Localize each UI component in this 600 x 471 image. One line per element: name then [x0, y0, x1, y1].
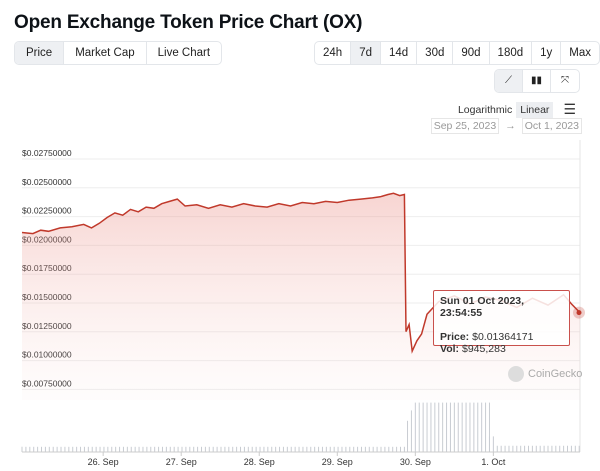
range-24h[interactable]: 24h — [315, 42, 352, 64]
candlestick-icon[interactable]: ▮▮ — [523, 70, 551, 92]
date-to-input[interactable]: Oct 1, 2023 — [521, 118, 582, 134]
range-14d[interactable]: 14d — [381, 42, 418, 64]
arrow-right-icon: → — [505, 120, 516, 132]
menu-icon[interactable]: ☰ — [563, 101, 576, 117]
page-title: Open Exchange Token Price Chart (OX) — [14, 12, 363, 33]
expand-icon[interactable]: ⤧ — [561, 75, 569, 86]
range-1y[interactable]: 1y — [532, 42, 562, 64]
price-area — [22, 193, 580, 400]
time-range-selector: 24h 7d 14d 30d 90d 180d 1y Max — [314, 41, 600, 65]
scale-toggle: Logarithmic Linear ☰ — [454, 99, 580, 120]
coingecko-logo-icon — [508, 366, 524, 382]
range-7d[interactable]: 7d — [351, 42, 381, 64]
linear-button[interactable]: Linear — [516, 101, 554, 118]
tooltip: Sun 01 Oct 2023, 23:54:55 Price: $0.0136… — [433, 290, 570, 355]
chart-type-selector: ⟋ ▮▮ ⤧ — [494, 69, 580, 93]
chart-tabs: Price Market Cap Live Chart — [14, 41, 223, 65]
y-tick-label: $0.02750000 — [22, 148, 72, 158]
date-range: Sep 25, 2023 → Oct 1, 2023 — [430, 118, 582, 134]
y-tick-label: $0.02500000 — [22, 177, 72, 187]
tooltip-vol: $945,283 — [461, 343, 506, 355]
range-30d[interactable]: 30d — [417, 42, 454, 64]
x-tick-label: 26. Sep — [88, 457, 119, 467]
tab-price[interactable]: Price — [15, 42, 65, 64]
x-tick-label: 27. Sep — [166, 457, 197, 467]
date-from-input[interactable]: Sep 25, 2023 — [430, 118, 500, 134]
tooltip-vol-label: Vol: — [440, 343, 460, 355]
tab-market-cap[interactable]: Market Cap — [64, 42, 147, 64]
x-tick-label: 28. Sep — [244, 457, 275, 467]
logarithmic-button[interactable]: Logarithmic — [457, 103, 513, 116]
tooltip-time: Sun 01 Oct 2023, 23:54:55 — [440, 295, 525, 319]
range-180d[interactable]: 180d — [490, 42, 533, 64]
x-tick-label: 29. Sep — [322, 457, 353, 467]
y-tick-label: $0.02250000 — [22, 206, 72, 216]
x-tick-label: 1. Oct — [481, 457, 506, 467]
range-90d[interactable]: 90d — [453, 42, 490, 64]
hover-point — [576, 310, 582, 316]
tab-live-chart[interactable]: Live Chart — [157, 47, 211, 59]
x-tick-label: 30. Sep — [400, 457, 431, 467]
line-chart-icon[interactable]: ⟋ — [495, 70, 523, 92]
tooltip-price: $0.01364171 — [472, 331, 534, 343]
watermark-text: CoinGecko — [528, 368, 583, 380]
range-max[interactable]: Max — [569, 47, 592, 59]
tooltip-price-label: Price: — [440, 331, 470, 343]
coingecko-watermark: CoinGecko — [508, 366, 582, 382]
